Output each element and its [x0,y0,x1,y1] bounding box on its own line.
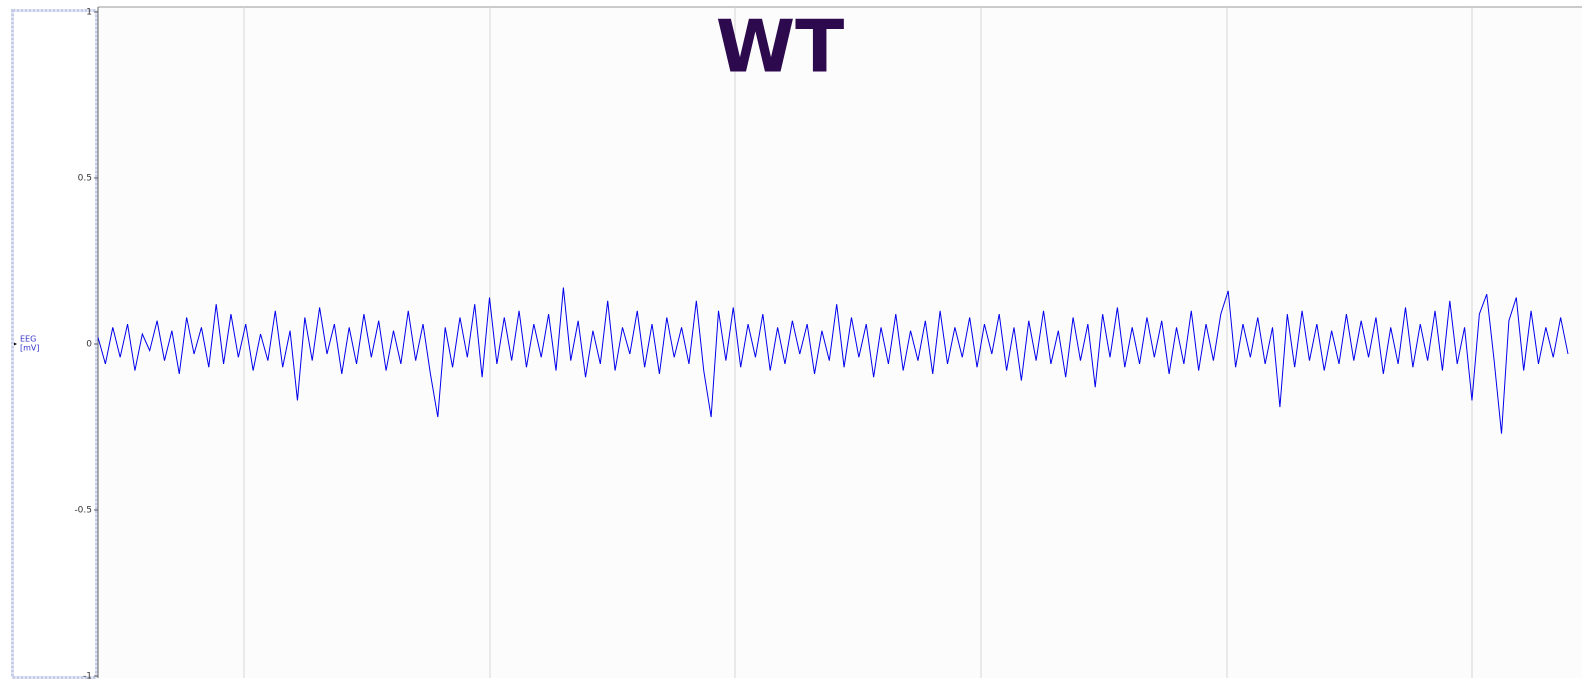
y-axis-label: [mV] [20,344,40,353]
plot-background [98,7,1582,678]
y-tick-label: 0.5 [78,174,92,184]
y-tick-label: -0.5 [74,506,92,516]
chart-title: WT [716,5,845,89]
channel-marker: ▸ [14,341,17,348]
eeg-trace [97,287,1569,434]
y-tick-label: 1 [86,8,92,18]
y-tick-label: -1 [83,672,92,682]
y-axis-label: EEG [20,335,36,344]
y-tick-label: 0 [86,340,92,350]
